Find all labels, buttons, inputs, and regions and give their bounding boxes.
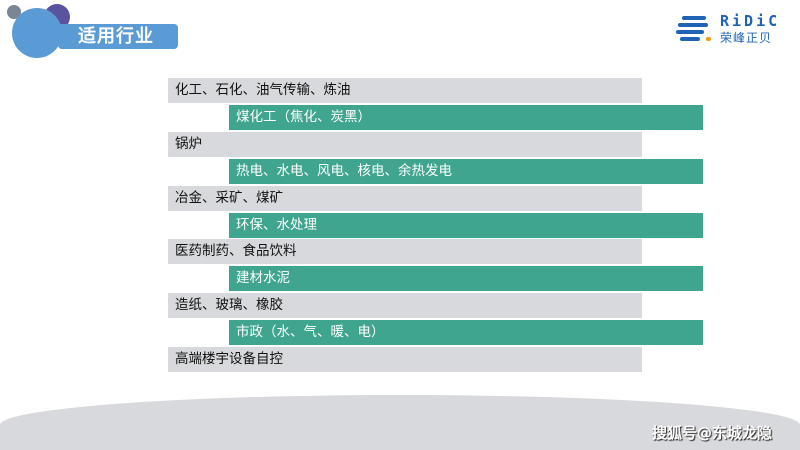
industry-item: 建材水泥 (229, 266, 703, 292)
industry-item: 锅炉 (168, 131, 642, 157)
bottom-band (0, 395, 800, 450)
logo-text-cn: 荣峰正贝 (720, 31, 773, 45)
logo-mark-icon (676, 16, 712, 42)
industry-item: 冶金、采矿、煤矿 (168, 185, 642, 211)
industry-item: 热电、水电、风电、核电、余热发电 (229, 158, 703, 184)
watermark: 搜狐号@东城龙隐 (652, 424, 773, 442)
industry-item: 医药制药、食品饮料 (168, 239, 642, 265)
industry-item: 煤化工（焦化、炭黑） (229, 104, 703, 130)
industry-item: 高端楼宇设备自控 (168, 347, 642, 372)
industry-item: 市政（水、气、暖、电） (229, 320, 703, 346)
page-title: 适用行业 (78, 26, 154, 47)
industry-item: 造纸、玻璃、橡胶 (168, 293, 642, 319)
industry-item: 化工、石化、油气传输、炼油 (168, 78, 642, 103)
logo: RiDiC 荣峰正贝 (676, 12, 786, 45)
industry-item: 环保、水处理 (229, 212, 703, 238)
title-banner (58, 24, 178, 49)
decor-circle-blue (12, 8, 62, 58)
logo-text-en: RiDiC (720, 12, 781, 30)
